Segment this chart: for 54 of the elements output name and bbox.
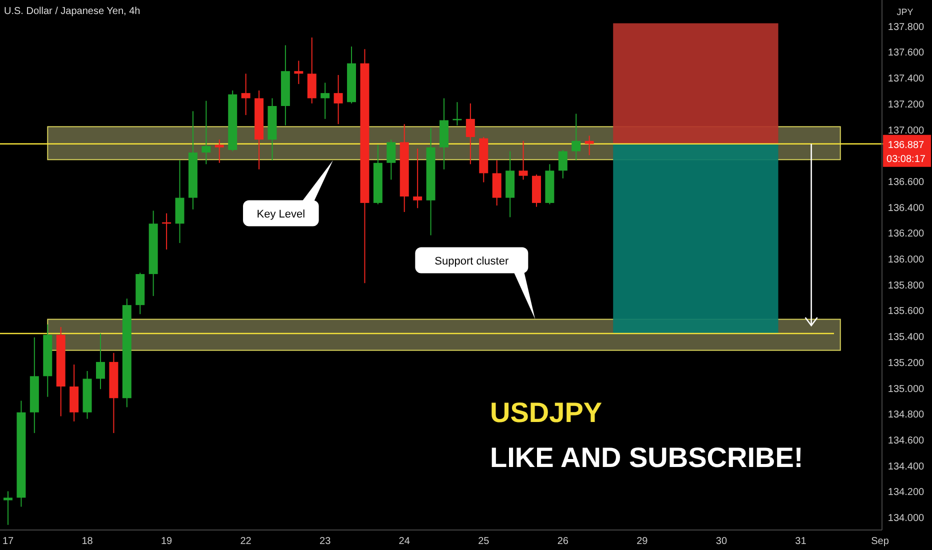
candlestick — [572, 113, 581, 161]
candlestick — [294, 60, 304, 85]
candlestick — [241, 73, 250, 116]
candlestick — [558, 149, 568, 179]
x-tick-label: 17 — [2, 536, 14, 547]
x-tick-label: 26 — [557, 536, 569, 547]
y-tick-label: 135.600 — [888, 306, 925, 318]
candlestick — [320, 82, 330, 120]
y-tick-label: 136.400 — [888, 202, 925, 214]
y-tick-label: 134.400 — [888, 461, 925, 472]
y-tick-label: 134.800 — [888, 410, 925, 421]
text: 03:08:17 — [886, 154, 926, 165]
x-tick-label: 31 — [795, 536, 807, 547]
candlestick — [518, 140, 528, 180]
y-tick-label: 137.400 — [888, 74, 925, 85]
annotation: USDJPY — [490, 397, 602, 428]
y-tick-label: 135.800 — [888, 280, 925, 292]
candlestick — [584, 135, 594, 156]
y-tick-label: 137.600 — [888, 48, 925, 59]
x-tick-label: 29 — [636, 536, 648, 547]
x-tick-label: 24 — [398, 536, 410, 547]
y-tick-label: 136.000 — [888, 254, 925, 266]
text: U.S. Dollar / Japanese Yen, 4h — [4, 6, 140, 17]
x-tick-label: 22 — [240, 536, 252, 547]
candlestick — [214, 139, 224, 164]
candlestick — [466, 102, 475, 165]
x-tick-label: 18 — [82, 536, 94, 547]
annotation: Support cluster — [434, 255, 509, 268]
x-tick-label: 23 — [320, 536, 332, 547]
x-tick-label: 19 — [160, 536, 173, 547]
y-tick-label: 134.600 — [888, 436, 925, 447]
x-tick-label: 25 — [478, 536, 490, 547]
candlestick — [386, 139, 396, 180]
annotation: LIKE AND SUBSCRIBE! — [490, 442, 804, 473]
candlestick — [202, 100, 211, 165]
candlestick — [4, 490, 12, 526]
y-tick-label: 137.000 — [888, 125, 925, 136]
candlestick — [413, 148, 422, 209]
y-tick-label: 137.800 — [888, 22, 925, 33]
y-tick-label: 135.400 — [888, 332, 925, 344]
x-tick-label: 30 — [716, 536, 728, 547]
y-tick-label: 134.000 — [888, 513, 925, 524]
x-tick-label: Sep — [871, 536, 890, 547]
ref-line-label: 136.887 — [888, 140, 925, 151]
candlestick — [96, 333, 105, 390]
y-axis-title: JPY — [896, 7, 914, 17]
candlestick — [334, 74, 343, 125]
y-tick-label: 136.200 — [888, 228, 925, 240]
y-tick-label: 135.000 — [888, 384, 925, 395]
y-tick-label: 137.200 — [888, 99, 925, 110]
y-tick-label: 136.600 — [888, 176, 925, 188]
y-tick-label: 135.200 — [888, 358, 925, 369]
y-tick-label: 134.200 — [888, 487, 925, 498]
annotation: Key Level — [256, 208, 306, 220]
